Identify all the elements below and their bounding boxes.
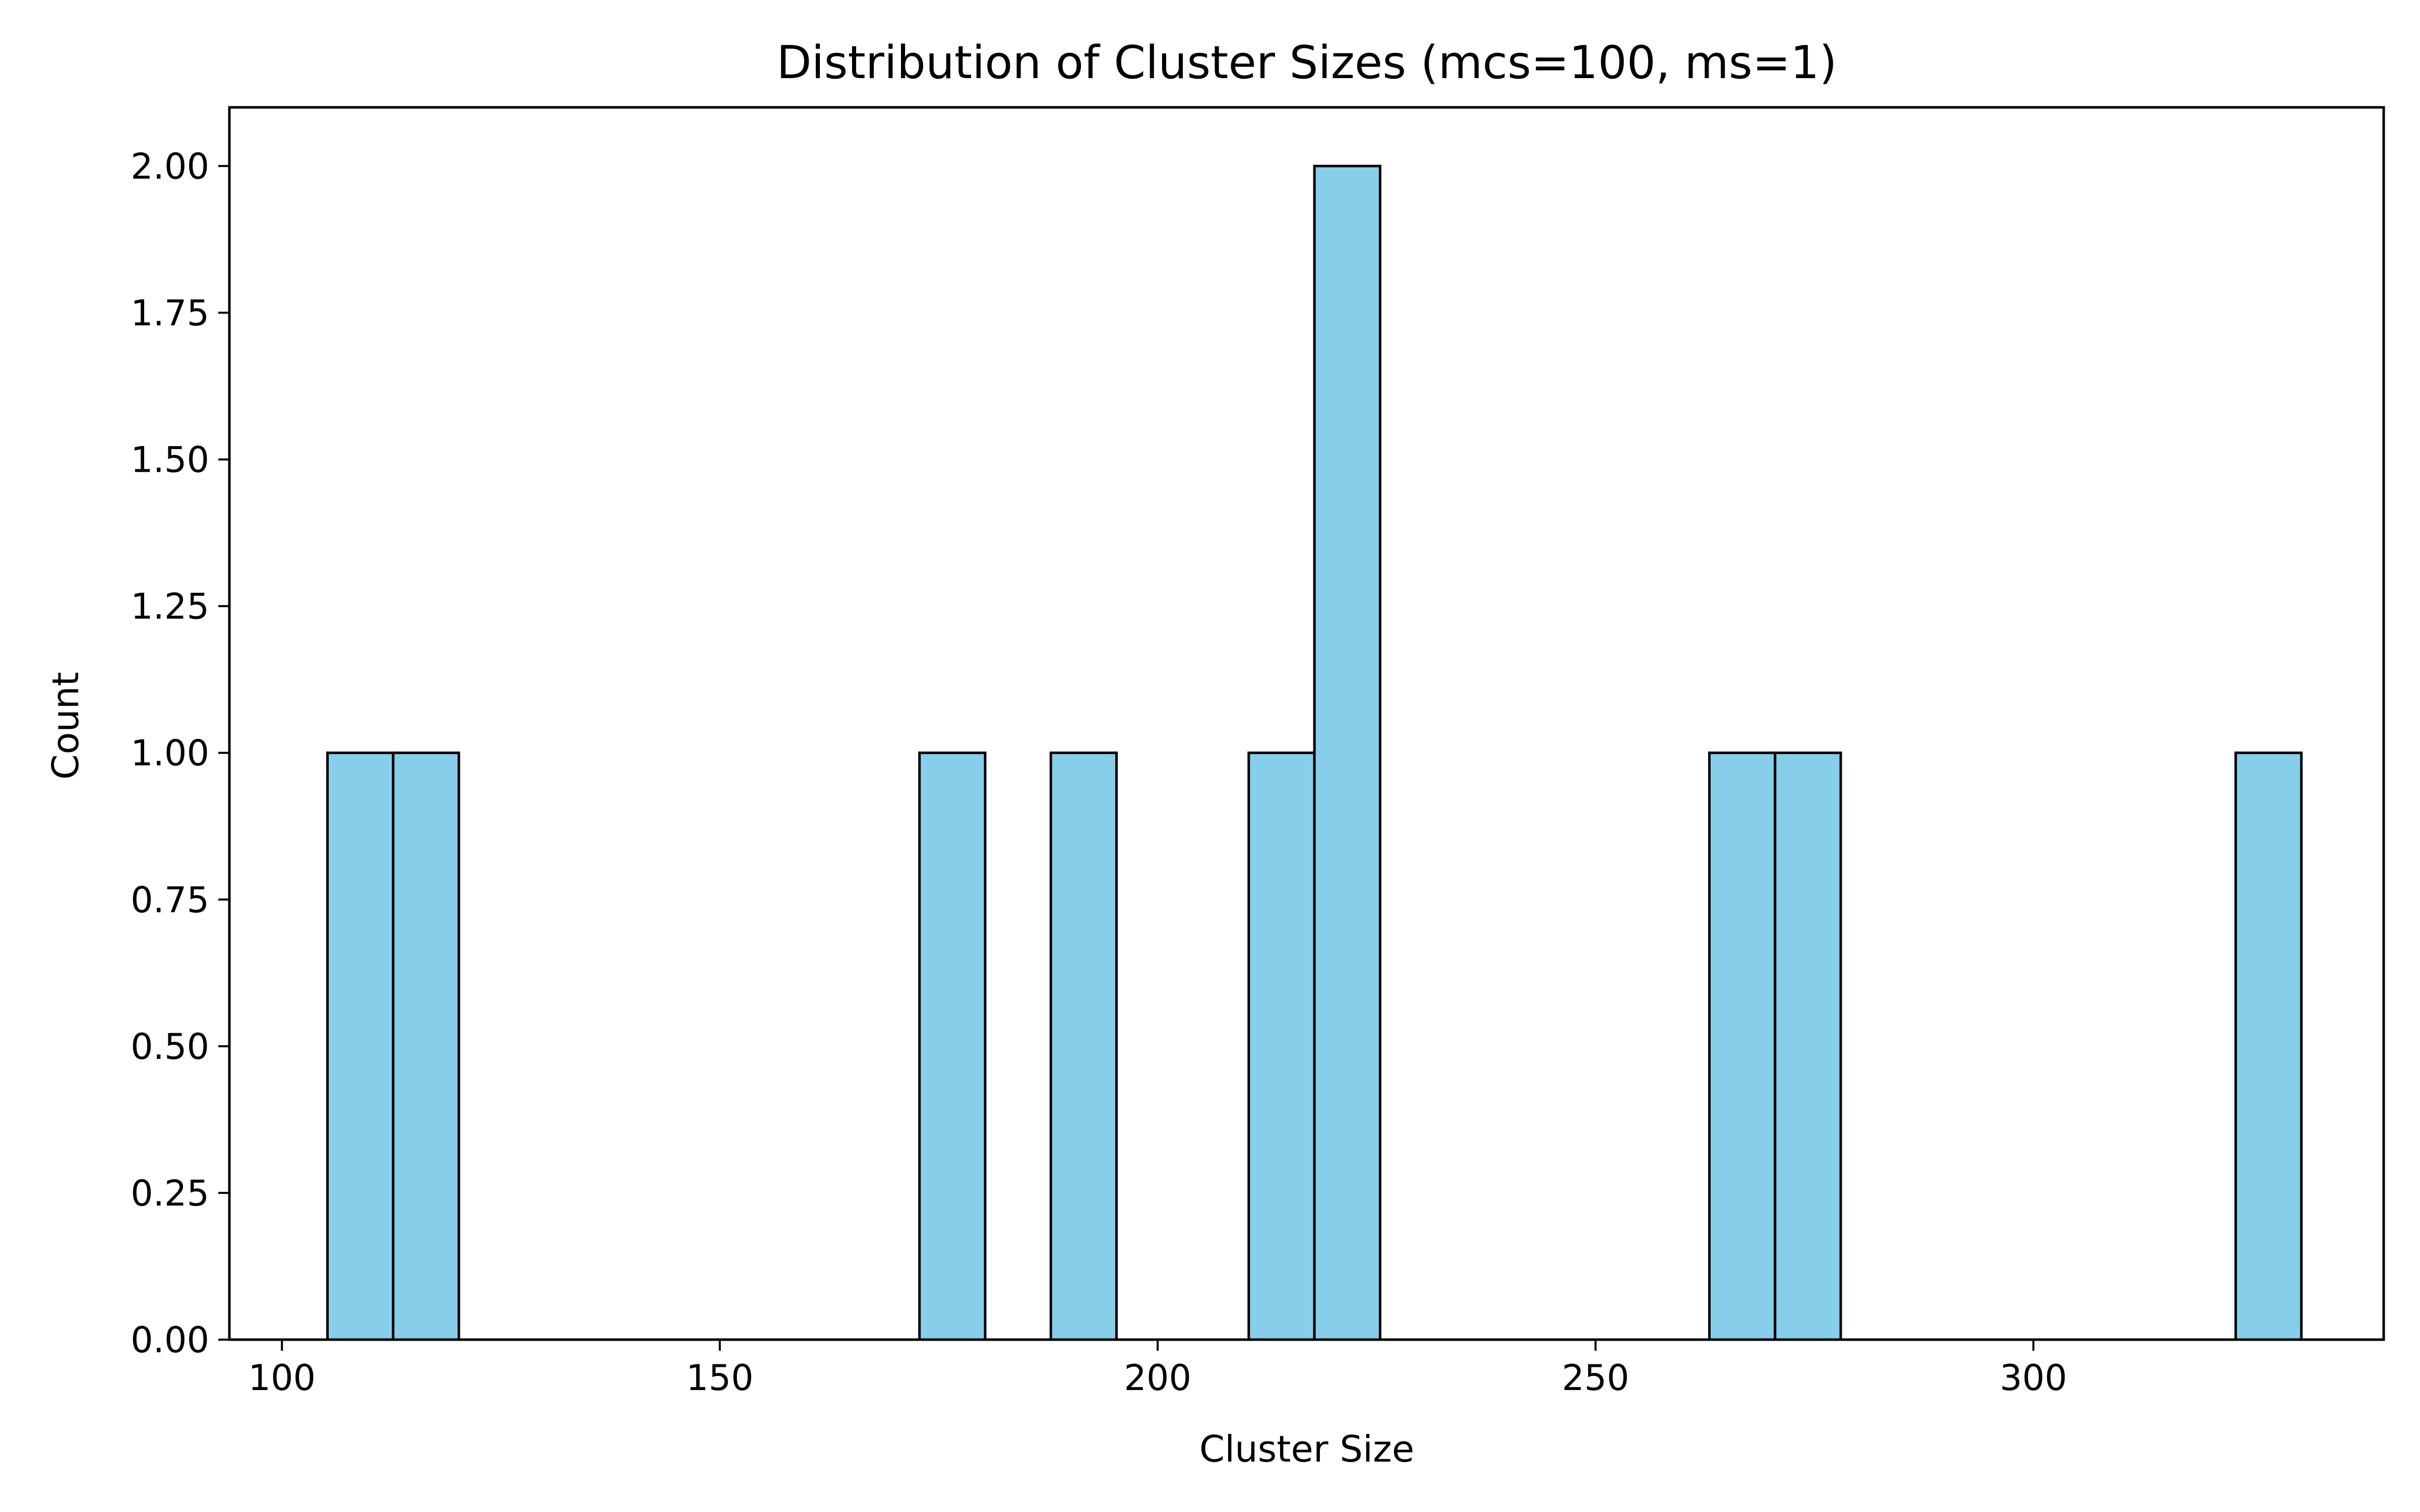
plot-area-frame: [228, 106, 2385, 1341]
chart-title: Distribution of Cluster Sizes (mcs=100, …: [776, 36, 1837, 89]
x-tick-label: 300: [2000, 1357, 2067, 1399]
y-tick-label: 0.00: [131, 1319, 209, 1361]
y-tick-label: 1.00: [131, 733, 209, 774]
histogram-bar: [918, 751, 987, 1341]
x-axis-ticks: 100 150 200 250 300: [248, 1340, 2067, 1399]
x-tick-label: 200: [1124, 1357, 1191, 1399]
x-tick-label: 150: [686, 1357, 754, 1399]
y-tick-label: 2.00: [131, 146, 209, 187]
histogram-bar: [1313, 164, 1381, 1341]
y-tick-label: 0.50: [131, 1026, 209, 1067]
histogram-bar: [326, 751, 395, 1341]
histogram-bar: [392, 751, 460, 1341]
bars-group: [326, 164, 2303, 1341]
histogram-bar: [1049, 751, 1118, 1341]
histogram-bar: [1708, 751, 1777, 1341]
y-tick-label: 1.50: [131, 439, 209, 481]
x-tick-label: 250: [1562, 1357, 1629, 1399]
y-tick-label: 1.75: [131, 293, 209, 334]
y-tick-label: 0.25: [131, 1173, 209, 1214]
y-tick-label: 0.75: [131, 879, 209, 921]
y-tick-label: 1.25: [131, 586, 209, 627]
histogram-bar: [1247, 751, 1316, 1341]
histogram-bar: [2234, 751, 2303, 1341]
histogram-bar: [1774, 751, 1842, 1341]
y-axis-ticks: 0.00 0.25 0.50 0.75 1.00 1.25 1.50 1.75 2.00: [131, 146, 229, 1361]
y-axis-label: Count: [44, 672, 87, 780]
x-axis-label: Cluster Size: [1199, 1428, 1414, 1470]
x-tick-label: 100: [248, 1357, 316, 1399]
